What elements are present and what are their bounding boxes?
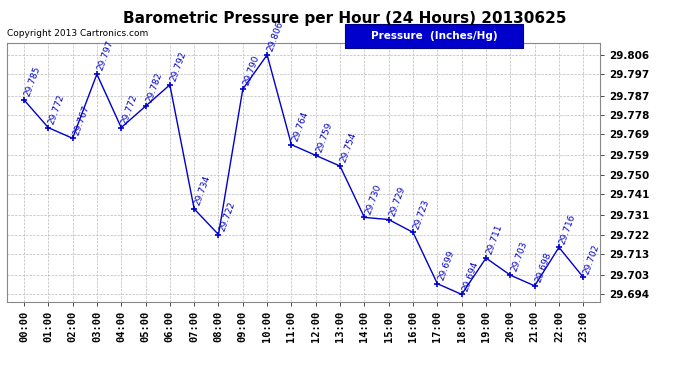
Text: 29.716: 29.716 [558,213,577,245]
Text: 29.722: 29.722 [217,200,237,232]
Text: 29.729: 29.729 [388,185,407,218]
Text: Copyright 2013 Cartronics.com: Copyright 2013 Cartronics.com [7,29,148,38]
Text: 29.806: 29.806 [266,20,286,53]
Text: 29.698: 29.698 [533,251,553,284]
Text: Barometric Pressure per Hour (24 Hours) 20130625: Barometric Pressure per Hour (24 Hours) … [124,11,566,26]
Text: 29.703: 29.703 [509,240,529,273]
Text: 29.759: 29.759 [315,121,334,153]
Text: 29.764: 29.764 [290,110,310,142]
Text: Pressure  (Inches/Hg): Pressure (Inches/Hg) [371,31,497,41]
FancyBboxPatch shape [345,24,523,48]
Text: 29.734: 29.734 [193,174,213,207]
Text: 29.694: 29.694 [461,260,480,292]
Text: 29.754: 29.754 [339,131,358,164]
Text: 29.797: 29.797 [96,39,115,72]
Text: 29.711: 29.711 [485,223,504,256]
Text: 29.699: 29.699 [436,249,455,282]
Text: 29.772: 29.772 [47,93,66,126]
Text: 29.790: 29.790 [241,54,261,87]
Text: 29.767: 29.767 [72,104,91,136]
Text: 29.730: 29.730 [364,183,383,215]
Text: 29.782: 29.782 [144,72,164,104]
Text: 29.785: 29.785 [23,65,42,98]
Text: 29.702: 29.702 [582,243,602,275]
Text: 29.772: 29.772 [120,93,139,126]
Text: 29.723: 29.723 [412,198,431,230]
Text: 29.792: 29.792 [169,50,188,83]
